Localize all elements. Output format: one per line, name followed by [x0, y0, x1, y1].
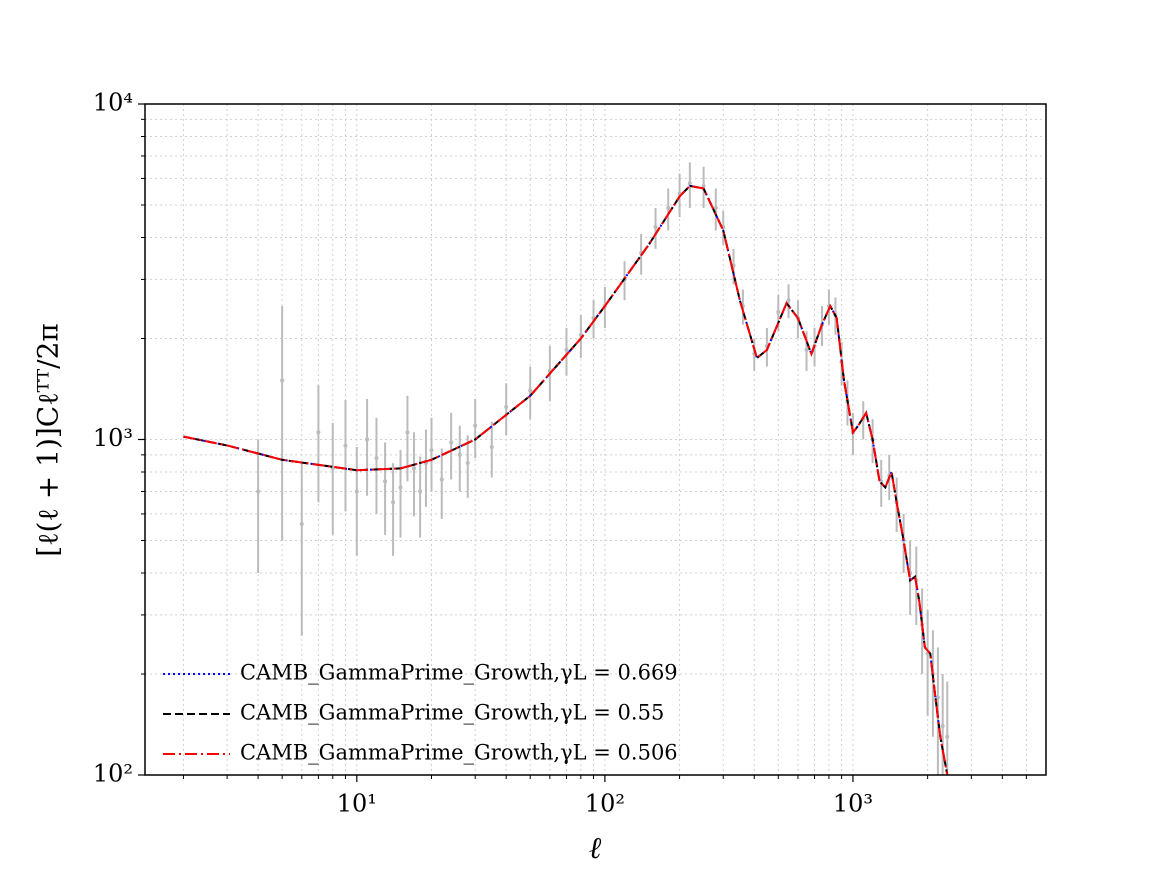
data-point — [945, 734, 950, 739]
data-point — [299, 521, 304, 526]
y-axis-label: [ℓ(ℓ + 1)]Cℓᵀᵀ/2π — [32, 323, 65, 557]
series-line — [183, 184, 949, 775]
data-point — [280, 378, 285, 383]
data-point — [354, 489, 359, 494]
data-point — [411, 466, 416, 471]
data-point — [343, 443, 348, 448]
data-point — [489, 444, 494, 449]
legend-label: CAMB_GammaPrime_Growth,γL = 0.55 — [240, 701, 664, 725]
plot-area — [183, 162, 950, 775]
data-point — [465, 461, 470, 466]
legend: CAMB_GammaPrime_Growth,γL = 0.669 CAMB_Ga… — [163, 661, 678, 765]
data-point — [786, 298, 791, 303]
data-point — [256, 489, 261, 494]
data-point — [564, 347, 569, 352]
data-point — [473, 423, 478, 428]
data-point — [940, 723, 945, 728]
data-point — [398, 485, 403, 490]
data-point — [374, 456, 379, 461]
y-tick-label: 10³ — [93, 424, 133, 452]
data-point — [528, 388, 533, 393]
data-point — [439, 477, 444, 482]
data-point — [316, 430, 321, 435]
axes: 10¹ 10² 10³ 10² 10³ 10⁴ — [93, 89, 1027, 818]
data-point — [457, 452, 462, 457]
data-point — [449, 440, 454, 445]
y-tick-label: 10² — [93, 760, 133, 788]
data-point — [666, 205, 671, 210]
data-point — [504, 404, 509, 409]
data-point — [653, 224, 658, 229]
data-point — [429, 448, 434, 453]
data-point — [713, 205, 718, 210]
x-tick-label: 10¹ — [337, 790, 377, 818]
data-point — [776, 309, 781, 314]
x-axis-label: ℓ — [589, 831, 602, 866]
data-point — [687, 181, 692, 186]
data-point — [365, 437, 370, 442]
data-point — [804, 347, 809, 352]
x-tick-label: 10² — [585, 790, 625, 818]
data-point — [391, 500, 396, 505]
data-point — [418, 489, 423, 494]
y-tick-label: 10⁴ — [93, 89, 133, 117]
x-tick-label: 10³ — [833, 790, 873, 818]
legend-label: CAMB_GammaPrime_Growth,γL = 0.669 — [240, 661, 678, 685]
data-point — [405, 430, 410, 435]
data-point — [383, 479, 388, 484]
series-line — [183, 184, 949, 775]
legend-label: CAMB_GammaPrime_Growth,γL = 0.506 — [240, 741, 678, 765]
series-line — [183, 184, 949, 775]
data-point — [701, 183, 706, 188]
data-point — [935, 695, 940, 700]
